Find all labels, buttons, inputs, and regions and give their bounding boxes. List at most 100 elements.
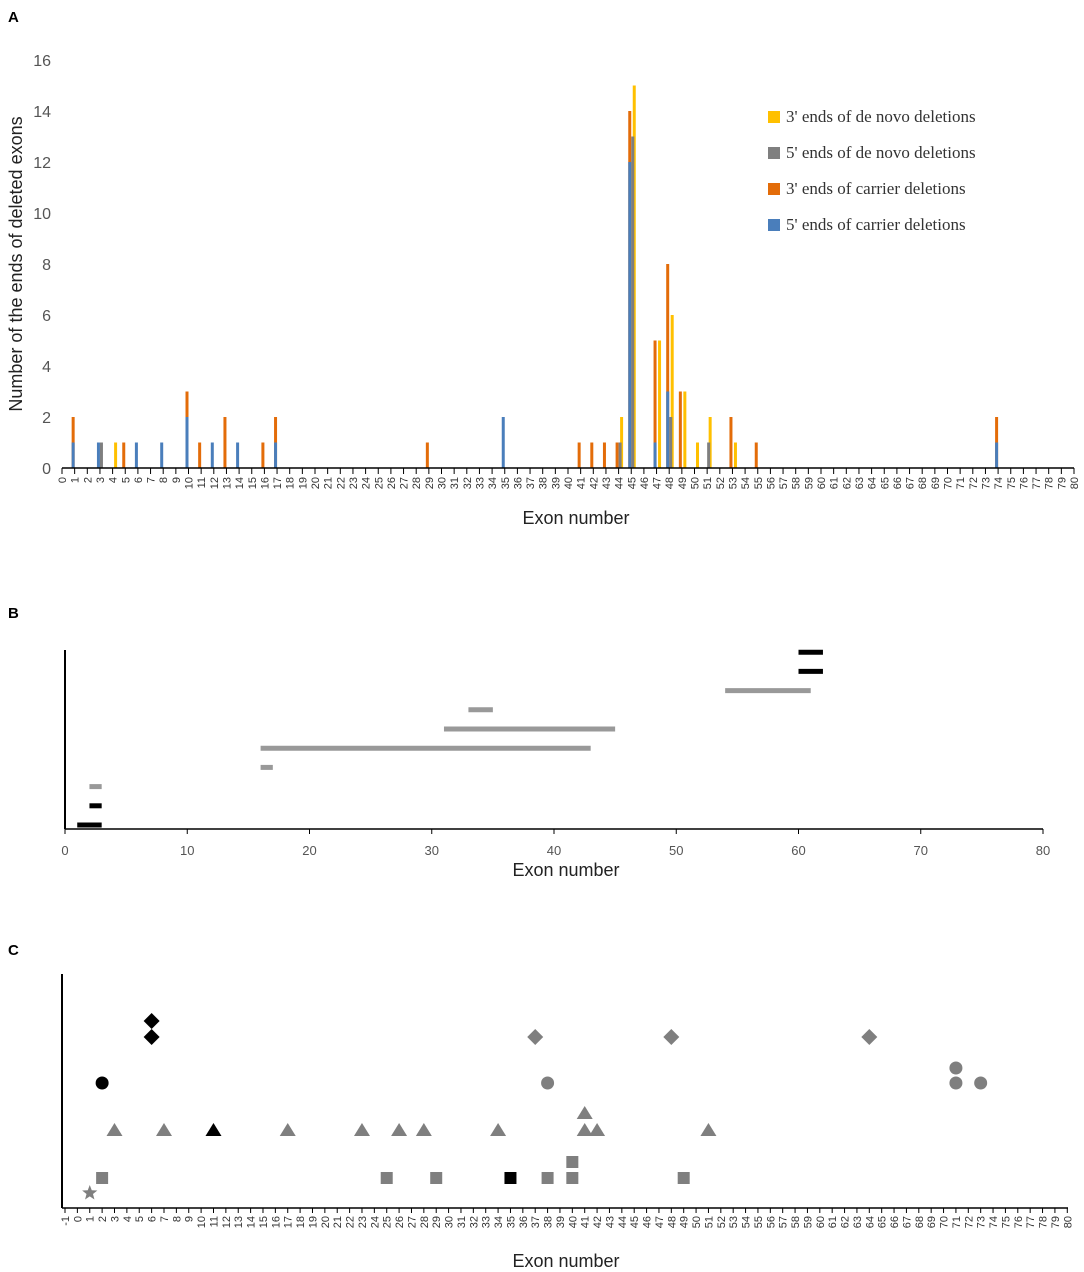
panel-a-x-tick-label: 34 (487, 477, 499, 489)
panel-c-x-tick-label: 23 (357, 1216, 369, 1228)
panel-c-letter: C (8, 942, 19, 959)
panel-c-x-tick-label: 28 (419, 1216, 431, 1228)
panel-a-x-tick-label: 4 (108, 477, 120, 483)
panel-c-markers (82, 1013, 988, 1200)
panel-c-x-tick-label: 71 (951, 1216, 963, 1228)
panel-a-legend-swatch (768, 183, 780, 195)
panel-a-x-tick-label: 3 (95, 477, 107, 483)
panel-c-x-axis: -1 0 1 2 3 4 5 6 7 8 9 10 11 12 13 14 15 16 17 18 19 20 21 22 23… (60, 1207, 1074, 1228)
panel-c-marker-diamond (663, 1029, 680, 1045)
panel-a-y-ticks: 0 2 4 6 8 10 12 14 16 (33, 53, 51, 478)
panel-c-x-tick-label: 17 (283, 1216, 295, 1228)
panel-c-x-tick-label: 65 (877, 1216, 889, 1228)
panel-a-x-tick-label: 20 (310, 477, 322, 489)
panel-a-bar-carrier5 (71, 442, 75, 468)
panel-a-x-tick-label: 29 (424, 477, 436, 489)
panel-a-bar-carrier5 (185, 417, 189, 468)
panel-a-bar-carrier3 (615, 442, 619, 468)
panel-a-x-tick-label: 62 (841, 477, 853, 489)
panel-a-x-tick-label: 61 (829, 477, 841, 489)
panel-a-x-tick-label: 36 (512, 477, 524, 489)
panel-a-legend-label: 3' ends of carrier deletions (786, 179, 966, 198)
panel-a-y-tick-label: 6 (42, 308, 51, 325)
panel-a-legend-swatch (768, 147, 780, 159)
panel-c-x-tick-label: 56 (765, 1216, 777, 1228)
panel-a-bar-carrier3 (198, 442, 202, 468)
panel-a-bar-carrier3 (261, 442, 265, 468)
panel-a-x-tick-label: 75 (1006, 477, 1018, 489)
panel-a-bar-denovo3 (696, 442, 699, 468)
panel-c-x-tick-label: 16 (270, 1216, 282, 1228)
panel-a-x-tick-label: 10 (184, 477, 196, 489)
panel-b-x-tick-label: 10 (180, 843, 194, 858)
panel-c-x-tick-label: 60 (815, 1216, 827, 1228)
panel-c-x-tick-label: 20 (320, 1216, 332, 1228)
panel-a-x-tick-label: 12 (209, 477, 221, 489)
panel-c-x-tick-label: 8 (171, 1216, 183, 1222)
panel-a-x-tick-label: 31 (449, 477, 461, 489)
panel-a-x-tick-label: 51 (702, 477, 714, 489)
panel-a-x-tick-label: 13 (221, 477, 233, 489)
panel-c-marker-triangle (576, 1106, 593, 1119)
panel-a-x-tick-label: 52 (715, 477, 727, 489)
panel-c-x-tick-label: 35 (505, 1216, 517, 1228)
panel-a-x-tick-label: 15 (247, 477, 259, 489)
panel-c-x-tick-label: 63 (852, 1216, 864, 1228)
panel-a-bar-carrier5 (134, 442, 138, 468)
panel-c-x-tick-label: 15 (258, 1216, 270, 1228)
panel-c-x-tick-label: 59 (802, 1216, 814, 1228)
panel-c-x-tick-label: 26 (394, 1216, 406, 1228)
panel-a-bar-denovo5 (707, 442, 711, 468)
panel-a-legend-swatch (768, 111, 780, 123)
panel-c-x-tick-label: 13 (233, 1216, 245, 1228)
panel-a-x-tick-label: 45 (626, 477, 638, 489)
panel-a-bar-denovo3 (670, 315, 674, 468)
panel-c-marker-triangle (279, 1123, 296, 1136)
panel-b-segments (77, 649, 823, 828)
panel-c-marker-diamond (527, 1029, 544, 1045)
panel-a-x-tick-label: 40 (563, 477, 575, 489)
panel-a-x-tick-label: 73 (980, 477, 992, 489)
panel-a-x-tick-label: 11 (196, 477, 208, 488)
panel-c-x-tick-label: 45 (629, 1216, 641, 1228)
panel-c-x-tick-label: 54 (741, 1216, 753, 1228)
panel-a-x-tick-label: 72 (968, 477, 980, 489)
panel-c-marker-triangle (490, 1123, 507, 1136)
panel-a-x-tick-label: 16 (259, 477, 271, 489)
panel-c-marker-circle (541, 1076, 555, 1090)
panel-c-x-tick-label: 73 (976, 1216, 988, 1228)
panel-a-x-tick-label: 66 (892, 477, 904, 489)
panel-a-bar-carrier5 (96, 442, 100, 468)
panel-a-x-tick-label: 22 (335, 477, 347, 489)
panel-c-x-tick-label: 70 (939, 1216, 951, 1228)
panel-c-marker-square (677, 1172, 690, 1184)
panel-a-x-tick-label: 70 (943, 477, 955, 489)
panel-a-bar-carrier3 (602, 442, 606, 468)
panel-c-x-tick-label: 76 (1013, 1216, 1025, 1228)
panel-a-bar-carrier5 (210, 442, 214, 468)
panel-a-x-tick-label: 7 (146, 477, 158, 483)
panel-c-marker-triangle (391, 1123, 408, 1136)
panel-a-bar-denovo3 (658, 340, 662, 468)
panel-c-x-tick-label: 77 (1025, 1216, 1037, 1228)
panel-a-x-tick-label: 33 (474, 477, 486, 489)
panel-a-legend-label: 5' ends of carrier deletions (786, 215, 966, 234)
panel-a-bar-carrier5 (628, 162, 632, 468)
panel-a-x-tick-label: 6 (133, 477, 145, 483)
panel-b-letter: B (8, 605, 19, 622)
panel-c-x-tick-label: 52 (716, 1216, 728, 1228)
panel-a-x-tick-label: 80 (1069, 477, 1081, 489)
panel-a-x-tick-label: 28 (411, 477, 423, 489)
panel-c-x-tick-label: 11 (208, 1216, 220, 1227)
panel-a-x-tick-label: 30 (437, 477, 449, 489)
panel-c-marker-circle (949, 1076, 963, 1090)
panel-c-x-tick-label: 64 (864, 1216, 876, 1228)
panel-c-marker-circle (974, 1076, 988, 1090)
panel-c-x-tick-label: 30 (444, 1216, 456, 1228)
panel-a-y-tick-label: 0 (42, 461, 51, 478)
panel-a-x-tick-label: 71 (955, 477, 967, 489)
panel-c-marker-square (96, 1172, 109, 1184)
panel-c-x-tick-label: 72 (963, 1216, 975, 1228)
panel-a-letter: A (8, 9, 19, 26)
panel-c-x-tick-label: 66 (889, 1216, 901, 1228)
